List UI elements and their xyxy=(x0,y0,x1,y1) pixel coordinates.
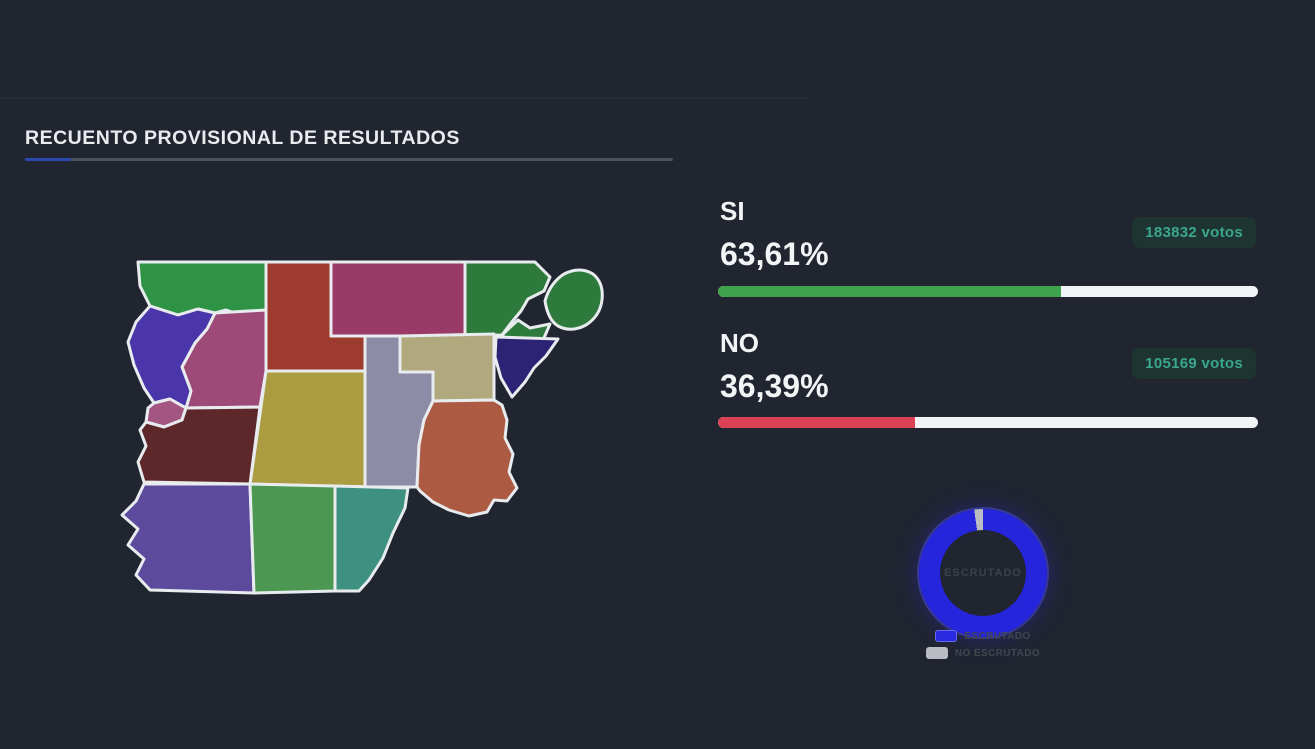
map-region-north-east-green[interactable] xyxy=(463,260,552,338)
si-label: SI xyxy=(720,196,745,226)
escrutado-center-label: ESCRUTADO xyxy=(944,567,1022,579)
page-title: RECUENTO PROVISIONAL DE RESULTADOS xyxy=(25,127,460,149)
map-svg xyxy=(120,260,604,595)
no-votes-badge: 105169 votos xyxy=(1132,348,1256,379)
escrutado-swatch-icon xyxy=(935,630,958,642)
map-region-north-east-green-cape[interactable] xyxy=(543,268,604,331)
title-underline-accent xyxy=(25,158,71,161)
no-percent: 36,39% xyxy=(720,368,829,404)
results-panel: SI 63,61% 183832 votos NO 36,39% 105169 … xyxy=(718,0,1258,749)
escrutado-donut: ESCRUTADO xyxy=(919,509,1047,637)
map-region-east-terracotta[interactable] xyxy=(415,398,519,518)
map-region-south-green[interactable] xyxy=(248,482,337,595)
escrutado-legend-label: ESCRUTADO xyxy=(964,630,1031,642)
map-region-center-olive[interactable] xyxy=(248,369,367,489)
header-band xyxy=(0,0,806,99)
si-bar xyxy=(718,286,1258,297)
map-region-north-magenta[interactable] xyxy=(329,260,467,338)
map-region-south-teal[interactable] xyxy=(333,484,410,593)
si-votes-badge: 183832 votos xyxy=(1132,217,1256,248)
map-region-east-navy[interactable] xyxy=(493,335,560,399)
no-escrutado-legend-label: NO ESCRUTADO xyxy=(954,647,1041,659)
escrutado-donut-hole: ESCRUTADO xyxy=(940,530,1026,616)
title-underline xyxy=(25,158,673,161)
no-escrutado-swatch-icon xyxy=(925,647,948,659)
si-percent: 63,61% xyxy=(720,236,829,272)
map-region-west-maroon[interactable] xyxy=(136,405,262,486)
map-region-south-west-purple[interactable] xyxy=(120,482,256,595)
no-bar-fill xyxy=(718,417,915,428)
no-label: NO xyxy=(720,328,759,358)
no-bar xyxy=(718,417,1258,428)
map-region-west-indigo[interactable] xyxy=(126,304,217,410)
si-bar-fill xyxy=(718,286,1062,297)
escrutado-legend: ESCRUTADO NO ESCRUTADO xyxy=(919,630,1047,659)
legend-row-no-escrutado: NO ESCRUTADO xyxy=(925,647,1041,659)
choropleth-map xyxy=(98,250,638,620)
legend-row-escrutado: ESCRUTADO xyxy=(935,630,1030,642)
